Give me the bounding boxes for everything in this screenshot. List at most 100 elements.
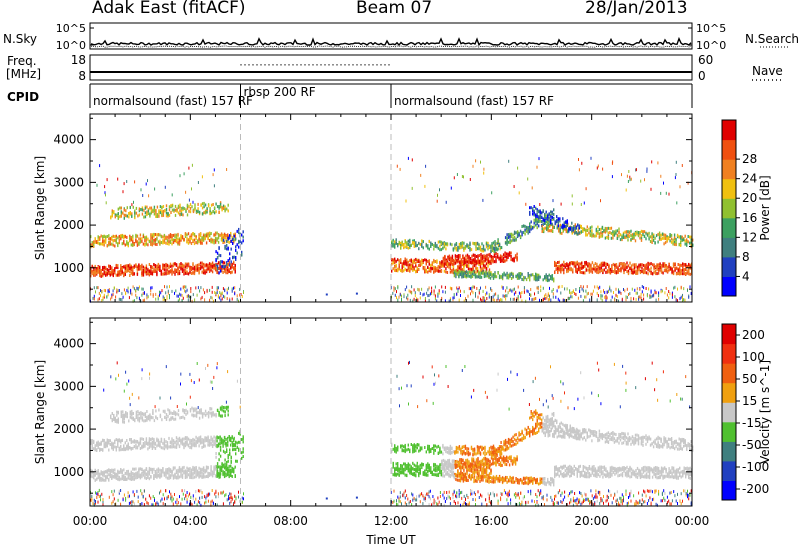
power-data-cell	[131, 212, 133, 216]
power-data-cell	[666, 235, 668, 239]
velocity-data-cell	[610, 493, 612, 497]
power-data-cell	[529, 212, 531, 216]
power-y-tick-label: 4000	[53, 133, 84, 147]
power-colorbar-tick-label: 8	[742, 250, 750, 264]
velocity-data-cell	[133, 477, 135, 481]
power-data-cell	[624, 263, 627, 267]
power-data-cell	[132, 299, 134, 303]
velocity-data-cell	[587, 499, 589, 502]
velocity-data-cell	[579, 500, 581, 504]
power-data-cell	[108, 288, 110, 292]
power-data-cell	[224, 265, 226, 268]
power-data-cell	[456, 271, 459, 275]
power-data-cell	[455, 272, 457, 276]
power-data-cell	[199, 261, 202, 265]
velocity-data-cell	[106, 475, 108, 479]
power-data-cell	[554, 260, 556, 264]
velocity-data-cell	[111, 469, 113, 473]
power-data-cell	[204, 233, 206, 237]
velocity-data-cell	[151, 467, 154, 471]
power-data-cell	[640, 296, 642, 300]
power-data-cell	[547, 220, 549, 224]
power-data-cell	[412, 299, 414, 303]
velocity-data-cell	[171, 499, 173, 503]
velocity-data-cell	[564, 495, 566, 499]
power-data-cell	[482, 198, 484, 202]
power-data-cell	[513, 287, 515, 291]
velocity-data-cell	[229, 501, 231, 505]
power-data-cell	[621, 236, 623, 240]
velocity-data-cell	[570, 490, 572, 494]
power-data-cell	[669, 234, 671, 238]
power-data-cell	[406, 244, 408, 248]
velocity-data-cell	[638, 491, 640, 495]
power-data-cell	[638, 267, 640, 271]
power-data-cell	[153, 263, 155, 266]
power-data-cell	[204, 203, 207, 207]
power-data-cell	[456, 286, 458, 290]
velocity-data-cell	[225, 493, 227, 497]
power-data-cell	[159, 205, 162, 209]
power-data-cell	[657, 240, 659, 244]
velocity-data-cell	[506, 498, 508, 502]
power-data-cell	[615, 229, 617, 233]
power-data-cell	[594, 266, 597, 270]
velocity-data-cell	[157, 474, 160, 478]
power-data-cell	[159, 290, 160, 294]
power-data-cell	[142, 242, 145, 246]
power-data-cell	[125, 209, 127, 213]
power-data-cell	[230, 260, 232, 264]
power-data-cell	[472, 258, 475, 262]
power-data-cell	[131, 292, 133, 296]
power-data-cell	[512, 237, 514, 240]
power-data-cell	[474, 273, 477, 277]
velocity-data-cell	[429, 497, 431, 501]
power-data-cell	[476, 267, 479, 270]
power-data-cell	[197, 286, 199, 290]
power-data-cell	[394, 287, 396, 291]
power-data-cell	[652, 233, 655, 237]
power-data-cell	[683, 263, 685, 266]
power-data-cell	[164, 285, 165, 289]
power-data-cell	[675, 173, 677, 176]
power-data-cell	[571, 226, 573, 230]
power-data-cell	[175, 289, 177, 293]
power-data-cell	[425, 261, 427, 265]
power-data-cell	[139, 264, 142, 268]
power-data-cell	[225, 268, 227, 272]
power-data-cell	[427, 288, 429, 292]
power-data-cell	[171, 242, 173, 246]
velocity-data-cell	[581, 501, 583, 505]
power-data-cell	[567, 267, 569, 271]
velocity-data-cell	[663, 496, 665, 500]
power-data-cell	[501, 277, 504, 281]
power-data-cell	[464, 274, 466, 278]
power-data-cell	[640, 229, 643, 233]
power-data-cell	[620, 292, 622, 295]
power-data-cell	[552, 230, 554, 233]
power-data-cell	[614, 271, 616, 274]
power-data-cell	[466, 244, 468, 248]
power-data-cell	[688, 262, 690, 266]
velocity-data-cell	[180, 502, 182, 506]
power-data-cell	[415, 269, 417, 273]
power-data-cell	[536, 165, 538, 169]
power-data-cell	[146, 213, 148, 217]
power-data-cell	[109, 240, 111, 244]
velocity-data-cell	[111, 501, 113, 505]
power-data-cell	[221, 208, 223, 212]
power-data-cell	[646, 167, 648, 171]
power-data-cell	[638, 297, 640, 301]
velocity-data-cell	[117, 469, 119, 473]
velocity-data-cell	[143, 489, 145, 493]
power-data-cell	[566, 287, 568, 291]
power-data-cell	[135, 235, 137, 239]
power-data-cell	[492, 295, 494, 299]
velocity-data-cell	[100, 471, 102, 475]
power-data-cell	[201, 206, 204, 210]
power-data-cell	[486, 274, 489, 278]
power-data-cell	[489, 252, 491, 256]
velocity-data-cell	[616, 498, 618, 502]
velocity-data-cell	[233, 503, 234, 507]
power-data-cell	[190, 290, 192, 294]
